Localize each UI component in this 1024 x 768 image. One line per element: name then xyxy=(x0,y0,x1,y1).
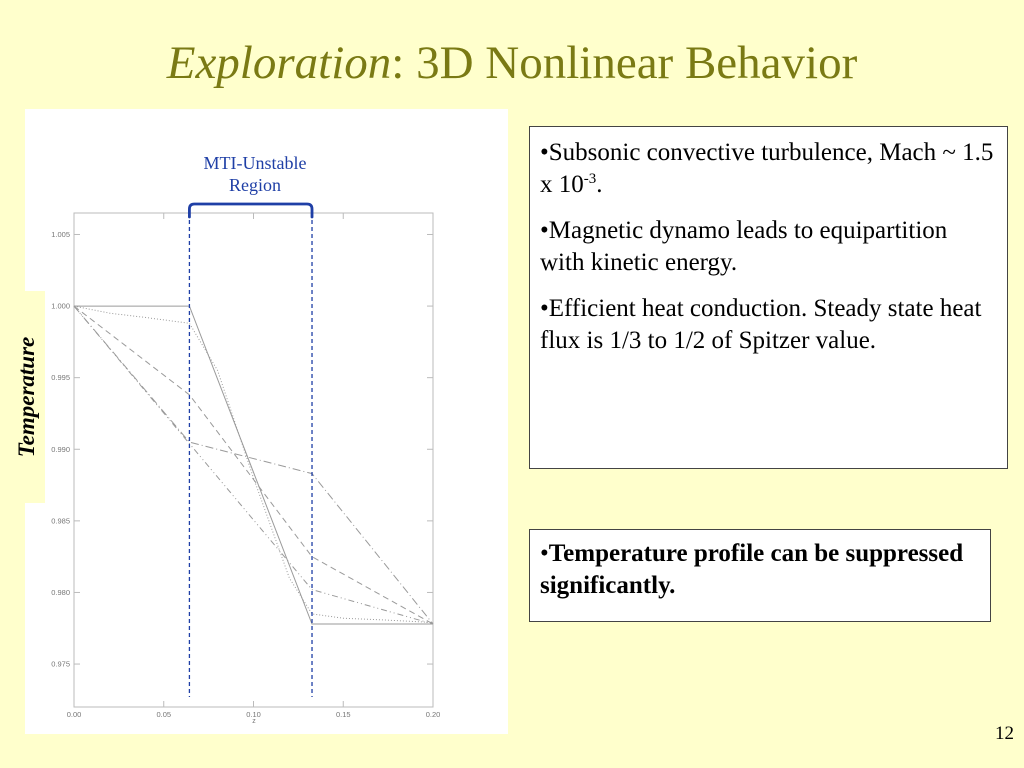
plot-frame xyxy=(73,212,434,708)
title-rest: : 3D Nonlinear Behavior xyxy=(391,37,858,89)
bullet-box-main: •Subsonic convective turbulence, Mach ~ … xyxy=(529,126,1008,469)
y-tick-label: 0.980 xyxy=(51,588,70,597)
bullet-temperature-profile: Temperature profile can be suppressed si… xyxy=(540,540,964,599)
y-tick-label: 0.985 xyxy=(51,516,70,525)
title-italic: Exploration xyxy=(166,37,392,89)
bullet-turbulence: •Subsonic convective turbulence, Mach ~ … xyxy=(540,137,997,201)
temperature-profile-line-4 xyxy=(73,305,434,625)
chart-panel: 0.975 0.980 0.985 0.990 0.995 1.000 1.005 0.00 0… xyxy=(25,109,508,734)
bullet-heat-conduction: •Efficient heat conduction. Steady state… xyxy=(540,295,982,354)
mti-label-line2: Region xyxy=(229,174,281,195)
y-tick-label: 0.990 xyxy=(51,445,70,454)
x-tick-label: 0.00 xyxy=(67,710,82,719)
x-axis-label: z xyxy=(252,718,256,725)
y-tick-label: 0.975 xyxy=(51,660,70,669)
y-tick-label: 0.995 xyxy=(51,373,70,382)
x-tick-label: 0.05 xyxy=(156,710,171,719)
bullet-turbulence-text: •Subsonic convective turbulence, Mach ~ … xyxy=(540,139,994,198)
bullet-box-conclusion: •Temperature profile can be suppressed s… xyxy=(529,529,991,622)
y-tick-label: 1.005 xyxy=(51,230,70,239)
bullet-marker: • xyxy=(540,540,549,567)
region-bracket xyxy=(188,202,314,219)
bullet-turbulence-exponent: -3 xyxy=(583,171,597,187)
temperature-profile-line-2 xyxy=(73,305,434,623)
mti-label-line1: MTI-Unstable xyxy=(203,153,307,173)
x-tick-label: 0.10 xyxy=(246,710,261,719)
bullet-dynamo: •Magnetic dynamo leads to equipartition … xyxy=(540,217,948,276)
temperature-profile-line-5 xyxy=(73,305,434,625)
temperature-axis-label: Temperature xyxy=(8,291,45,503)
bullet-turbulence-suffix: . xyxy=(596,171,603,198)
temperature-axis-text: Temperature xyxy=(13,336,39,458)
ticks-layer: 0.975 0.980 0.985 0.990 0.995 1.000 1.005 0.00 0… xyxy=(51,212,441,719)
series-layer xyxy=(73,305,434,625)
slide-title: Exploration: 3D Nonlinear Behavior xyxy=(0,37,1024,90)
region-layer xyxy=(188,202,314,697)
x-tick-label: 0.15 xyxy=(336,710,351,719)
temperature-chart: 0.975 0.980 0.985 0.990 0.995 1.000 1.005 0.00 0… xyxy=(51,202,441,725)
page-number: 12 xyxy=(995,723,1014,744)
y-tick-label: 1.000 xyxy=(51,302,70,311)
temperature-profile-line-1 xyxy=(74,305,433,625)
mti-unstable-region-label: MTI-Unstable Region xyxy=(170,153,340,196)
temperature-profile-line-3 xyxy=(73,305,434,625)
x-tick-label: 0.20 xyxy=(426,710,441,719)
